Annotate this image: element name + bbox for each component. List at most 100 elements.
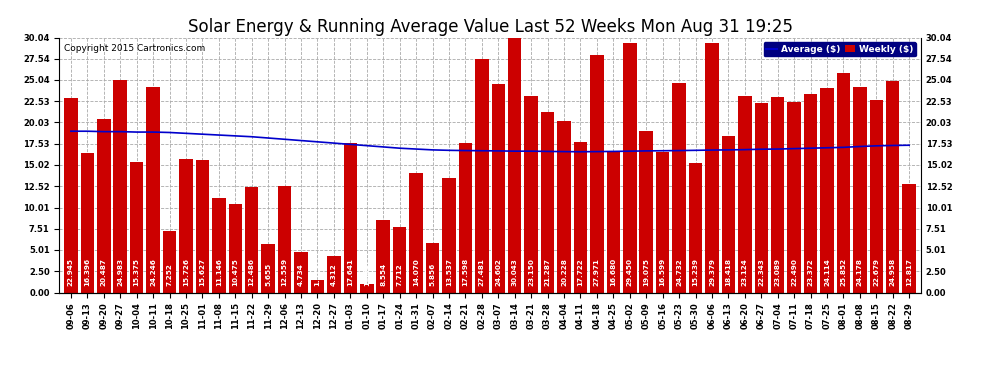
Text: 15.375: 15.375 <box>134 258 140 286</box>
Text: 4.734: 4.734 <box>298 263 304 286</box>
Text: 16.680: 16.680 <box>610 258 617 286</box>
Title: Solar Energy & Running Average Value Last 52 Weeks Mon Aug 31 19:25: Solar Energy & Running Average Value Las… <box>187 18 793 36</box>
Bar <box>376 220 390 292</box>
Text: 12.486: 12.486 <box>248 258 254 286</box>
Text: 1.006: 1.006 <box>363 263 370 286</box>
Text: 10.475: 10.475 <box>233 258 239 286</box>
Bar <box>344 143 357 292</box>
Bar <box>903 184 916 292</box>
Bar <box>821 88 834 292</box>
Text: 29.379: 29.379 <box>709 258 715 286</box>
Text: 23.089: 23.089 <box>775 258 781 286</box>
Text: 24.114: 24.114 <box>824 258 830 286</box>
Text: 16.396: 16.396 <box>84 258 90 286</box>
Text: 24.602: 24.602 <box>495 258 501 286</box>
Bar <box>804 94 818 292</box>
Text: 5.856: 5.856 <box>430 262 436 286</box>
Text: 11.146: 11.146 <box>216 258 222 286</box>
Bar <box>623 42 637 292</box>
Bar <box>80 153 94 292</box>
Text: 22.945: 22.945 <box>68 258 74 286</box>
Bar <box>294 252 308 292</box>
Text: 22.679: 22.679 <box>873 258 879 286</box>
Bar <box>409 173 423 292</box>
Text: 29.450: 29.450 <box>627 258 633 286</box>
Text: 7.252: 7.252 <box>166 263 172 286</box>
Bar <box>212 198 226 292</box>
Bar <box>869 100 883 292</box>
Bar <box>739 96 751 292</box>
Text: 23.124: 23.124 <box>742 258 747 286</box>
Bar <box>541 112 554 292</box>
Bar <box>689 163 702 292</box>
Text: 16.599: 16.599 <box>659 258 665 286</box>
Bar <box>574 142 587 292</box>
Text: 5.655: 5.655 <box>265 262 271 286</box>
Text: 27.971: 27.971 <box>594 258 600 286</box>
Bar <box>787 102 801 292</box>
Bar <box>590 55 604 292</box>
Text: 18.418: 18.418 <box>726 258 732 286</box>
Text: 17.722: 17.722 <box>577 258 583 286</box>
Text: 8.554: 8.554 <box>380 262 386 286</box>
Text: 17.641: 17.641 <box>347 258 353 286</box>
Bar <box>607 151 620 292</box>
Text: 24.983: 24.983 <box>117 258 123 286</box>
Bar <box>672 82 686 292</box>
Bar <box>705 43 719 292</box>
Text: 15.726: 15.726 <box>183 258 189 286</box>
Bar <box>147 87 159 292</box>
Text: 4.312: 4.312 <box>331 263 337 286</box>
Bar <box>360 284 373 292</box>
Bar <box>426 243 440 292</box>
Text: 17.598: 17.598 <box>462 258 468 286</box>
Bar <box>196 160 209 292</box>
Bar <box>722 136 736 292</box>
Bar <box>261 244 275 292</box>
Bar <box>64 98 77 292</box>
Bar <box>640 130 653 292</box>
Bar <box>837 73 850 292</box>
Bar <box>245 186 258 292</box>
Bar <box>179 159 193 292</box>
Bar <box>97 118 111 292</box>
Text: 15.627: 15.627 <box>199 258 205 286</box>
Bar <box>886 81 900 292</box>
Bar <box>130 162 144 292</box>
Bar <box>853 87 866 292</box>
Bar <box>491 84 505 292</box>
Text: 1.529: 1.529 <box>315 263 321 286</box>
Bar <box>508 38 522 292</box>
Bar <box>311 279 324 292</box>
Text: 22.490: 22.490 <box>791 258 797 286</box>
Text: Copyright 2015 Cartronics.com: Copyright 2015 Cartronics.com <box>63 44 205 53</box>
Bar <box>525 96 538 292</box>
Bar <box>443 178 455 292</box>
Text: 24.732: 24.732 <box>676 258 682 286</box>
Text: 12.817: 12.817 <box>906 258 912 286</box>
Bar <box>114 80 127 292</box>
Bar <box>656 152 669 292</box>
Text: 7.712: 7.712 <box>397 263 403 286</box>
Text: 20.487: 20.487 <box>101 258 107 286</box>
Text: 12.559: 12.559 <box>281 258 287 286</box>
Bar <box>475 59 489 292</box>
Text: 20.228: 20.228 <box>561 258 567 286</box>
Bar <box>458 143 472 292</box>
Bar <box>771 96 784 292</box>
Text: 23.150: 23.150 <box>528 258 535 286</box>
Bar <box>229 204 242 292</box>
Bar <box>278 186 291 292</box>
Legend: Average ($), Weekly ($): Average ($), Weekly ($) <box>763 42 916 56</box>
Text: 13.537: 13.537 <box>446 258 452 286</box>
Text: 22.343: 22.343 <box>758 258 764 286</box>
Text: 15.239: 15.239 <box>693 258 699 286</box>
Bar <box>162 231 176 292</box>
Text: 14.070: 14.070 <box>413 258 419 286</box>
Text: 21.287: 21.287 <box>544 258 550 286</box>
Bar <box>754 103 768 292</box>
Text: 19.075: 19.075 <box>644 258 649 286</box>
Text: 25.852: 25.852 <box>841 258 846 286</box>
Bar <box>557 121 571 292</box>
Text: 24.246: 24.246 <box>150 258 156 286</box>
